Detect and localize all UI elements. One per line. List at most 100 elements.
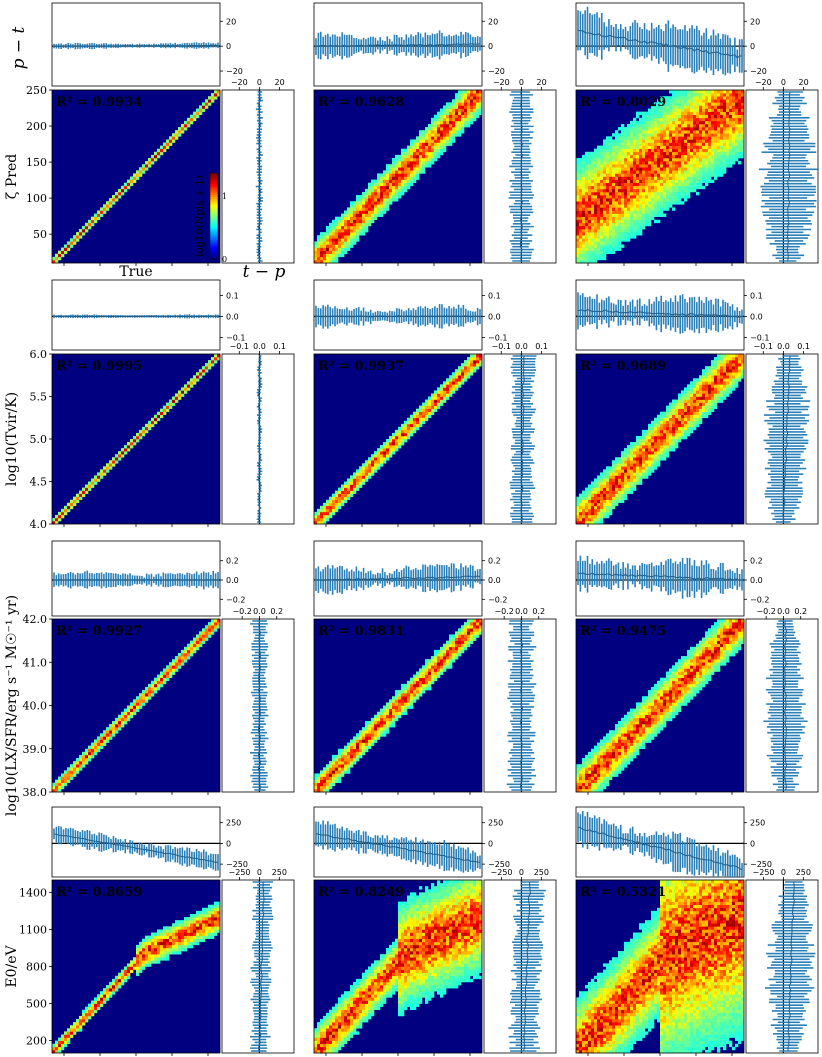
heat-cell [341, 219, 345, 224]
heat-cell [410, 151, 414, 156]
heat-cell [368, 472, 372, 476]
heat-cell [380, 213, 384, 217]
heat-cell [606, 176, 610, 180]
heat-cell [416, 176, 420, 180]
heat-cell [476, 111, 480, 116]
heat-cell [410, 161, 414, 165]
heat-cell [338, 505, 342, 510]
heat-cell [591, 210, 595, 214]
heat-cell [443, 381, 447, 385]
heat-cell [654, 454, 658, 458]
heat-cell [612, 496, 616, 501]
heat-cell [684, 130, 688, 134]
heat-cell [398, 426, 402, 431]
heat-cell [627, 195, 631, 199]
heat-cell [353, 201, 357, 205]
heat-cell [585, 173, 589, 177]
heat-cell [476, 354, 480, 358]
heat-cell [609, 472, 613, 476]
heat-cell [145, 161, 149, 165]
heat-cell [612, 238, 616, 242]
heat-cell [654, 102, 658, 106]
heat-cell [687, 396, 691, 400]
heat-cell [576, 207, 580, 211]
heat-cell [377, 204, 381, 208]
heat-cell [350, 238, 354, 242]
heat-cell [702, 411, 706, 416]
heat-cell [627, 445, 631, 449]
heat-cell [404, 429, 408, 434]
heat-cell [326, 225, 330, 230]
heat-cell [624, 493, 628, 497]
heat-cell [410, 170, 414, 174]
heat-cell [603, 207, 607, 211]
heat-cell [347, 241, 351, 245]
heat-cell [678, 139, 682, 143]
heat-cell [335, 493, 339, 497]
heat-cell [645, 457, 649, 461]
heat-cell [684, 198, 688, 202]
heat-cell [365, 201, 369, 205]
heat-cell [663, 105, 667, 109]
heat-cell [118, 195, 122, 199]
heat-cell [383, 185, 387, 190]
heat-cell [699, 111, 703, 116]
heat-cell [211, 99, 215, 103]
heat-cell [651, 123, 655, 128]
heat-cell [606, 466, 610, 470]
heat-cell [630, 142, 634, 146]
tick-label: 0 [750, 42, 755, 51]
heat-cell [341, 502, 345, 507]
heat-cell [115, 454, 119, 458]
heat-cell [467, 120, 471, 125]
heat-cell [627, 216, 631, 221]
heat-cell [410, 167, 414, 171]
heat-cell [479, 102, 483, 106]
heat-cell [660, 213, 664, 217]
heat-cell [449, 384, 453, 388]
heat-cell [332, 232, 336, 236]
heat-cell [582, 170, 586, 174]
heat-cell [639, 198, 643, 202]
heat-cell [699, 167, 703, 171]
heat-cell [675, 402, 679, 406]
heat-cell [627, 148, 631, 153]
heat-cell [609, 191, 613, 196]
heat-cell [64, 244, 68, 248]
heat-cell [690, 170, 694, 174]
heat-cell [576, 188, 580, 193]
heat-cell [591, 244, 595, 248]
heat-cell [410, 417, 414, 422]
heat-cell [347, 225, 351, 230]
heat-cell [389, 164, 393, 168]
heat-cell [606, 511, 610, 516]
heat-cell [666, 176, 670, 180]
heat-cell [675, 426, 679, 431]
heat-cell [100, 472, 104, 476]
heat-cell [338, 225, 342, 230]
heat-cell [588, 195, 592, 199]
heat-cell [335, 250, 339, 255]
heat-cell [711, 167, 715, 171]
residual-side-panel: −0.1 0.0 0.1 [483, 342, 557, 525]
heat-cell [582, 185, 586, 190]
heat-cell [702, 154, 706, 159]
heat-cell [413, 151, 417, 156]
heat-cell [591, 151, 595, 156]
residual-mean-line [577, 308, 743, 318]
heat-cell [588, 502, 592, 507]
heat-cell [588, 241, 592, 245]
heat-cell [654, 198, 658, 202]
heat-cell [621, 238, 625, 242]
heat-cell [675, 176, 679, 180]
heat-cell [443, 396, 447, 400]
heat-cell [684, 93, 688, 97]
heat-cell [371, 210, 375, 214]
heat-cell [389, 445, 393, 449]
heat-cell [684, 402, 688, 406]
heat-cell [672, 142, 676, 146]
heat-cell [585, 502, 589, 507]
heat-cell [717, 93, 721, 97]
heat-cell [663, 195, 667, 199]
heat-cell [326, 238, 330, 242]
